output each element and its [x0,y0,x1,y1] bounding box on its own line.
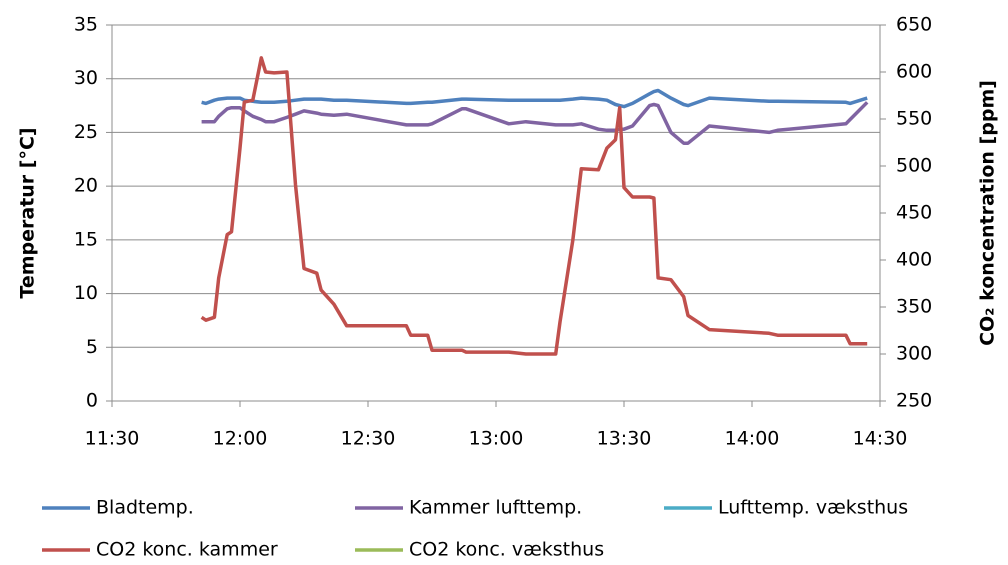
legend-label: CO2 konc. væksthus [409,539,604,561]
y-tick-label: 15 [74,228,98,250]
legend-label: Kammer lufttemp. [409,497,582,519]
y2-tick-label: 500 [896,155,932,177]
x-tick-label: 13:30 [597,428,652,450]
legend-label: Bladtemp. [96,497,194,519]
y-axis-title: Temperatur [°C] [17,127,39,298]
y2-tick-label: 400 [896,249,932,271]
series-line [201,88,868,109]
legend-label: Lufttemp. væksthus [718,497,908,519]
x-tick-label: 14:00 [725,428,780,450]
x-tick-label: 14:30 [853,428,908,450]
y-tick-label: 20 [74,175,98,197]
y2-tick-label: 450 [896,202,932,224]
x-tick-label: 12:30 [341,428,396,450]
legend-label: CO2 konc. kammer [96,539,278,561]
x-tick-label: 13:00 [469,428,524,450]
series-line [200,56,868,356]
y2-tick-label: 550 [896,108,932,130]
y2-tick-label: 350 [896,296,932,318]
y-tick-label: 5 [86,336,98,358]
y-tick-label: 25 [74,121,98,143]
y2-tick-label: 300 [896,343,932,365]
series-line [201,101,869,145]
x-tick-label: 12:00 [213,428,268,450]
y-tick-label: 30 [74,67,98,89]
y-tick-label: 0 [86,390,98,412]
x-tick-label: 11:30 [85,428,140,450]
y-tick-label: 10 [74,282,98,304]
y-tick-label: 35 [74,14,98,36]
y2-tick-label: 650 [896,14,932,36]
y2-tick-label: 250 [896,390,932,412]
y2-axis-title: CO₂ koncentration [ppm] [977,80,999,346]
y2-tick-label: 600 [896,61,932,83]
